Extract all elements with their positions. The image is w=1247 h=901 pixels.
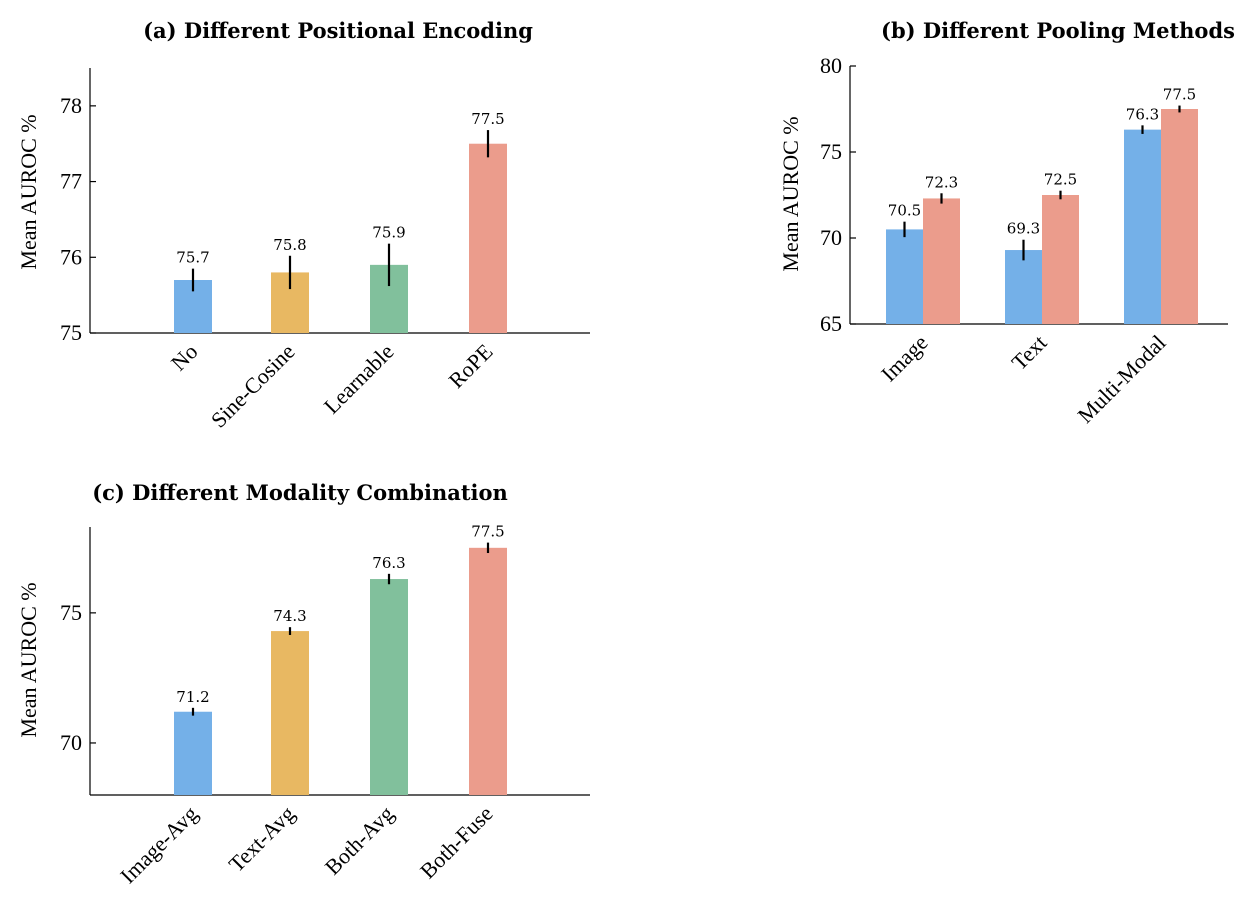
bar: [1161, 109, 1198, 324]
data-label: 77.5: [471, 523, 504, 541]
x-tick-label: Sine-Cosine: [206, 339, 300, 433]
bar: [469, 143, 507, 333]
y-tick-label: 80: [820, 53, 842, 78]
data-label: 71.2: [176, 688, 209, 706]
chart-c: (c) Different Modality Combination Mean …: [16, 480, 590, 888]
x-tick-label: Multi-Modal: [1072, 330, 1170, 428]
bar: [469, 547, 507, 795]
data-label: 69.3: [1007, 220, 1040, 238]
chart-c-title: (c) Different Modality Combination: [92, 480, 508, 505]
y-tick-label: 78: [60, 93, 82, 118]
bar: [174, 711, 212, 795]
bar: [1042, 195, 1079, 324]
data-label: 75.8: [273, 236, 306, 254]
x-tick-label: Image-Avg: [115, 801, 202, 888]
y-tick-label: 75: [820, 139, 842, 164]
data-label: 76.3: [372, 554, 405, 572]
chart-b-title: (b) Different Pooling Methods: [881, 18, 1235, 43]
x-tick-label: RoPE: [444, 339, 498, 393]
y-tick-label: 75: [60, 600, 82, 625]
bar: [886, 229, 923, 324]
y-tick-label: 75: [60, 320, 82, 345]
data-label: 70.5: [888, 202, 921, 220]
data-label: 75.7: [176, 249, 209, 267]
bar: [1124, 129, 1161, 324]
data-label: 72.3: [925, 173, 958, 191]
bar: [1005, 250, 1042, 324]
y-tick-label: 76: [60, 244, 82, 269]
x-tick-label: Text: [1006, 330, 1051, 375]
data-label: 72.5: [1044, 171, 1077, 189]
x-tick-label: Both-Avg: [320, 801, 399, 880]
bar: [271, 631, 309, 795]
chart-c-ylabel: Mean AUROC %: [16, 582, 41, 737]
chart-a-ylabel: Mean AUROC %: [16, 114, 41, 269]
y-tick-label: 77: [60, 169, 82, 194]
x-tick-label: Text-Avg: [224, 801, 300, 877]
y-tick-label: 70: [60, 730, 82, 755]
data-label: 77.5: [1163, 86, 1196, 104]
data-label: 77.5: [471, 110, 504, 128]
x-tick-label: Image: [876, 330, 933, 387]
bar: [923, 198, 960, 324]
data-label: 75.9: [372, 224, 405, 242]
bar: [370, 579, 408, 795]
chart-a-title: (a) Different Positional Encoding: [143, 18, 533, 43]
x-tick-label: No: [166, 339, 203, 376]
chart-a: (a) Different Positional Encoding Mean A…: [16, 18, 590, 433]
x-tick-label: Both-Fuse: [415, 801, 498, 884]
data-label: 76.3: [1126, 105, 1159, 123]
chart-b-ylabel: Mean AUROC %: [778, 116, 803, 271]
x-tick-label: Learnable: [319, 339, 399, 419]
y-tick-label: 70: [820, 225, 842, 250]
data-label: 74.3: [273, 607, 306, 625]
chart-b: (b) Different Pooling Methods Mean AUROC…: [778, 18, 1235, 428]
y-tick-label: 65: [820, 311, 842, 336]
